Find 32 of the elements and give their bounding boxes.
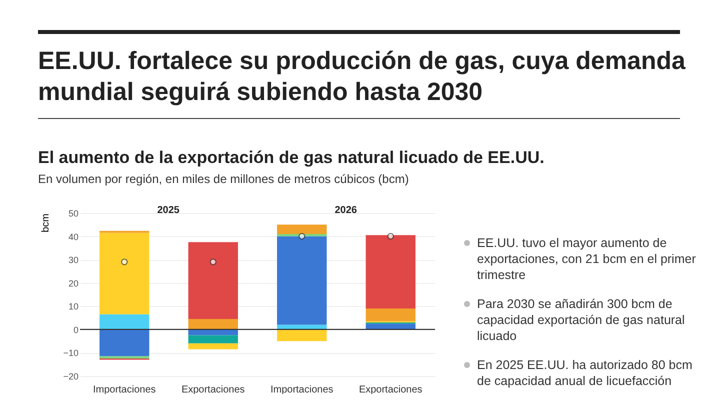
y-tick-label: −10: [63, 348, 78, 358]
y-tick-label: 30: [68, 255, 78, 266]
bar: [100, 314, 150, 330]
y-tick-label: 0: [73, 324, 78, 335]
bar: [277, 329, 327, 342]
text: Para 2030 se añadirán 300 bcm de capacidad exportación de gas natural licuado: [476, 296, 686, 344]
chart-title: EE.UU. fortalece su producción de gas, cuya demanda mundial seguirá subiendo hasta 2030: [38, 46, 686, 108]
bar: [277, 236, 327, 325]
y-tick-label: −20: [63, 372, 78, 382]
bar: [188, 343, 238, 350]
bar: [366, 308, 416, 322]
annotation: 2025: [157, 205, 180, 216]
chart-subtitle: El aumento de la exportación de gas natural licuado de EE.UU.: [38, 148, 544, 168]
text: En 2025 EE.UU. ha autorizado 80 bcm de capacidad anual de licuefacción: [476, 357, 694, 389]
y-axis-title: bcm: [40, 214, 52, 232]
y-tick-label: 10: [68, 302, 78, 312]
bar: [100, 329, 150, 356]
bar: [366, 324, 416, 330]
text: En volumen por región, en miles de millones de metros cúbicos (bcm): [38, 172, 409, 186]
bar: [188, 329, 238, 336]
bar: [188, 318, 238, 330]
bar: [277, 224, 327, 234]
bar: [100, 232, 150, 314]
text: EE.UU. tuvo el mayor aumento de exportaciones, con 21 bcm en el primer trimestre: [476, 235, 697, 283]
y-tick-label: 40: [68, 232, 78, 242]
bar: [100, 356, 150, 359]
bar: [188, 335, 238, 344]
annotation: 2026: [334, 205, 358, 216]
y-tick-label: 20: [68, 278, 78, 288]
bar: [366, 235, 416, 308]
y-tick-label: 50: [68, 208, 78, 218]
bar: [188, 242, 238, 319]
